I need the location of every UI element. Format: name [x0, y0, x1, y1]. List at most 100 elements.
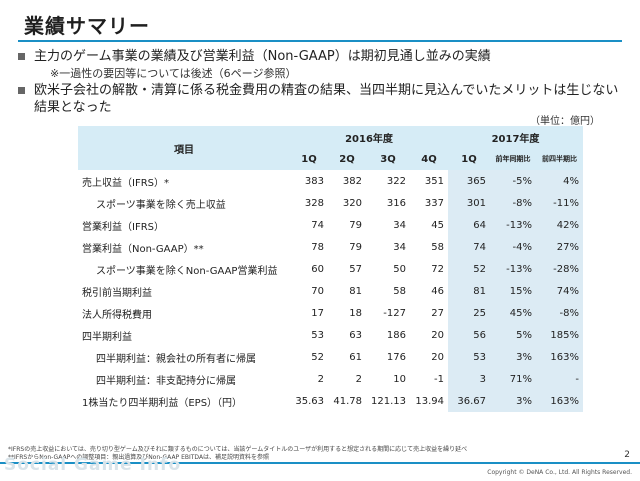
row-value: 3: [448, 368, 490, 390]
row-label: 営業利益（IFRS）: [82, 221, 164, 233]
row-value: 316: [386, 197, 406, 209]
row-value: -11%: [536, 192, 583, 214]
row-value: 74: [311, 219, 324, 231]
row-value: 17: [311, 307, 324, 319]
row-value: 18: [349, 307, 362, 319]
row-value: 52: [448, 258, 490, 280]
row-value: 78: [311, 241, 324, 253]
row-value: 337: [424, 197, 444, 209]
bullet-text: 欧米子会社の解散・清算に係る税金費用の精査の結果、当四半期に見込んでいたメリット…: [34, 83, 619, 115]
table-row: スポーツ事業を除く売上収益 328 320 316 337 301 -8% -11%: [78, 192, 583, 214]
row-value: 36.67: [448, 390, 490, 412]
row-value: 41.78: [333, 395, 362, 407]
row-value: 20: [431, 351, 444, 363]
row-value: 322: [386, 175, 406, 187]
row-label: 四半期利益: [82, 331, 132, 343]
row-value: 2: [317, 373, 324, 385]
row-value: 53: [311, 329, 324, 341]
page-title: 業績サマリー: [24, 14, 150, 38]
row-value: 79: [349, 241, 362, 253]
watermark-logo: Social Game Info: [4, 455, 182, 475]
row-value: 365: [448, 170, 490, 192]
row-value: 27%: [536, 236, 583, 258]
header-q4: 4Q: [410, 148, 448, 170]
table-row: スポーツ事業を除くNon-GAAP営業利益 60 57 50 72 52 -13% -28%: [78, 258, 583, 280]
row-label: 営業利益（Non-GAAP）**: [82, 243, 204, 255]
table-row: 法人所得税費用 17 18 -127 27 25 45% -8%: [78, 302, 583, 324]
row-value: 20: [431, 329, 444, 341]
table-row: 四半期利益 53 63 186 20 56 5% 185%: [78, 324, 583, 346]
row-value: 3%: [490, 346, 536, 368]
row-value: 60: [311, 263, 324, 275]
bullet-item: 主力のゲーム事業の業績及び営業利益（Non-GAAP）は期初見通し並みの実績 ※…: [14, 48, 624, 82]
row-value: 3%: [490, 390, 536, 412]
header-fy2017: 2017年度: [448, 126, 583, 148]
row-label: 四半期利益：非支配持分に帰属: [96, 375, 236, 387]
header-qoq: 前四半期比: [536, 148, 583, 170]
table-header-row: 項目 2016年度 2017年度: [78, 126, 583, 170]
footnote: *IFRSの売上収益においては、売り切り型ゲーム及びそれに類するものについては、…: [8, 446, 468, 453]
summary-bullets: 主力のゲーム事業の業績及び営業利益（Non-GAAP）は期初見通し並みの実績 ※…: [14, 48, 624, 116]
row-label: 法人所得税費用: [82, 309, 152, 321]
row-value: 383: [304, 175, 324, 187]
row-value: -4%: [490, 236, 536, 258]
header-q2: 2Q: [328, 148, 366, 170]
row-label: 四半期利益：親会社の所有者に帰属: [96, 353, 256, 365]
row-value: 10: [393, 373, 406, 385]
row-value: 52: [311, 351, 324, 363]
bullet-text: 主力のゲーム事業の業績及び営業利益（Non-GAAP）は期初見通し並みの実績: [34, 49, 491, 64]
header-item: 項目: [78, 126, 290, 170]
row-value: 50: [393, 263, 406, 275]
row-value: 79: [349, 219, 362, 231]
table-body: 売上収益（IFRS）* 383 382 322 351 365 -5% 4% スポーツ事業を除く…: [78, 170, 583, 412]
table-subheader-row: 1Q 2Q 3Q 4Q 1Q 前年同期比 前四半期比: [78, 148, 583, 170]
row-value: 74%: [536, 280, 583, 302]
row-value: 382: [342, 175, 362, 187]
row-value: 74: [448, 236, 490, 258]
row-value: 61: [349, 351, 362, 363]
table-row: 営業利益（IFRS） 74 79 34 45 64 -13% 42%: [78, 214, 583, 236]
bullet-square-icon: [18, 87, 25, 94]
results-table: 項目 2016年度 2017年度 1Q 2Q 3Q 4Q 1Q 前年同期比 前四…: [78, 126, 583, 412]
row-value: 53: [448, 346, 490, 368]
row-value: 2: [355, 373, 362, 385]
row-value: 63: [349, 329, 362, 341]
footer-bar: [0, 462, 640, 481]
row-value: -1: [434, 373, 444, 385]
row-value: 15%: [490, 280, 536, 302]
header-yoy: 前年同期比: [490, 148, 536, 170]
header-q3: 3Q: [366, 148, 410, 170]
header-q1-2017: 1Q: [448, 148, 490, 170]
bullet-square-icon: [18, 53, 25, 60]
row-label: 1株当たり四半期利益（EPS）（円）: [82, 397, 243, 409]
row-value: -13%: [490, 258, 536, 280]
table-row: 売上収益（IFRS）* 383 382 322 351 365 -5% 4%: [78, 170, 583, 192]
row-value: 64: [448, 214, 490, 236]
row-value: -13%: [490, 214, 536, 236]
page-number: 2: [624, 450, 630, 460]
row-value: 5%: [490, 324, 536, 346]
row-value: 71%: [490, 368, 536, 390]
row-value: 121.13: [371, 395, 406, 407]
row-value: -: [536, 368, 583, 390]
row-value: 13.94: [415, 395, 444, 407]
row-value: -8%: [490, 192, 536, 214]
row-value: -5%: [490, 170, 536, 192]
row-value: 301: [448, 192, 490, 214]
row-value: 35.63: [295, 395, 324, 407]
row-value: 56: [448, 324, 490, 346]
row-value: 45: [431, 219, 444, 231]
row-value: 320: [342, 197, 362, 209]
copyright-text: Copyright © DeNA Co., Ltd. All Rights Re…: [487, 469, 632, 476]
row-value: 81: [349, 285, 362, 297]
row-value: 163%: [536, 390, 583, 412]
row-value: 27: [431, 307, 444, 319]
row-value: -127: [383, 307, 406, 319]
row-value: -28%: [536, 258, 583, 280]
row-value: 46: [431, 285, 444, 297]
row-label: スポーツ事業を除く売上収益: [96, 199, 226, 211]
row-value: 45%: [490, 302, 536, 324]
title-bar: [0, 0, 640, 44]
row-value: 163%: [536, 346, 583, 368]
unit-label: （単位：億円）: [530, 116, 600, 127]
